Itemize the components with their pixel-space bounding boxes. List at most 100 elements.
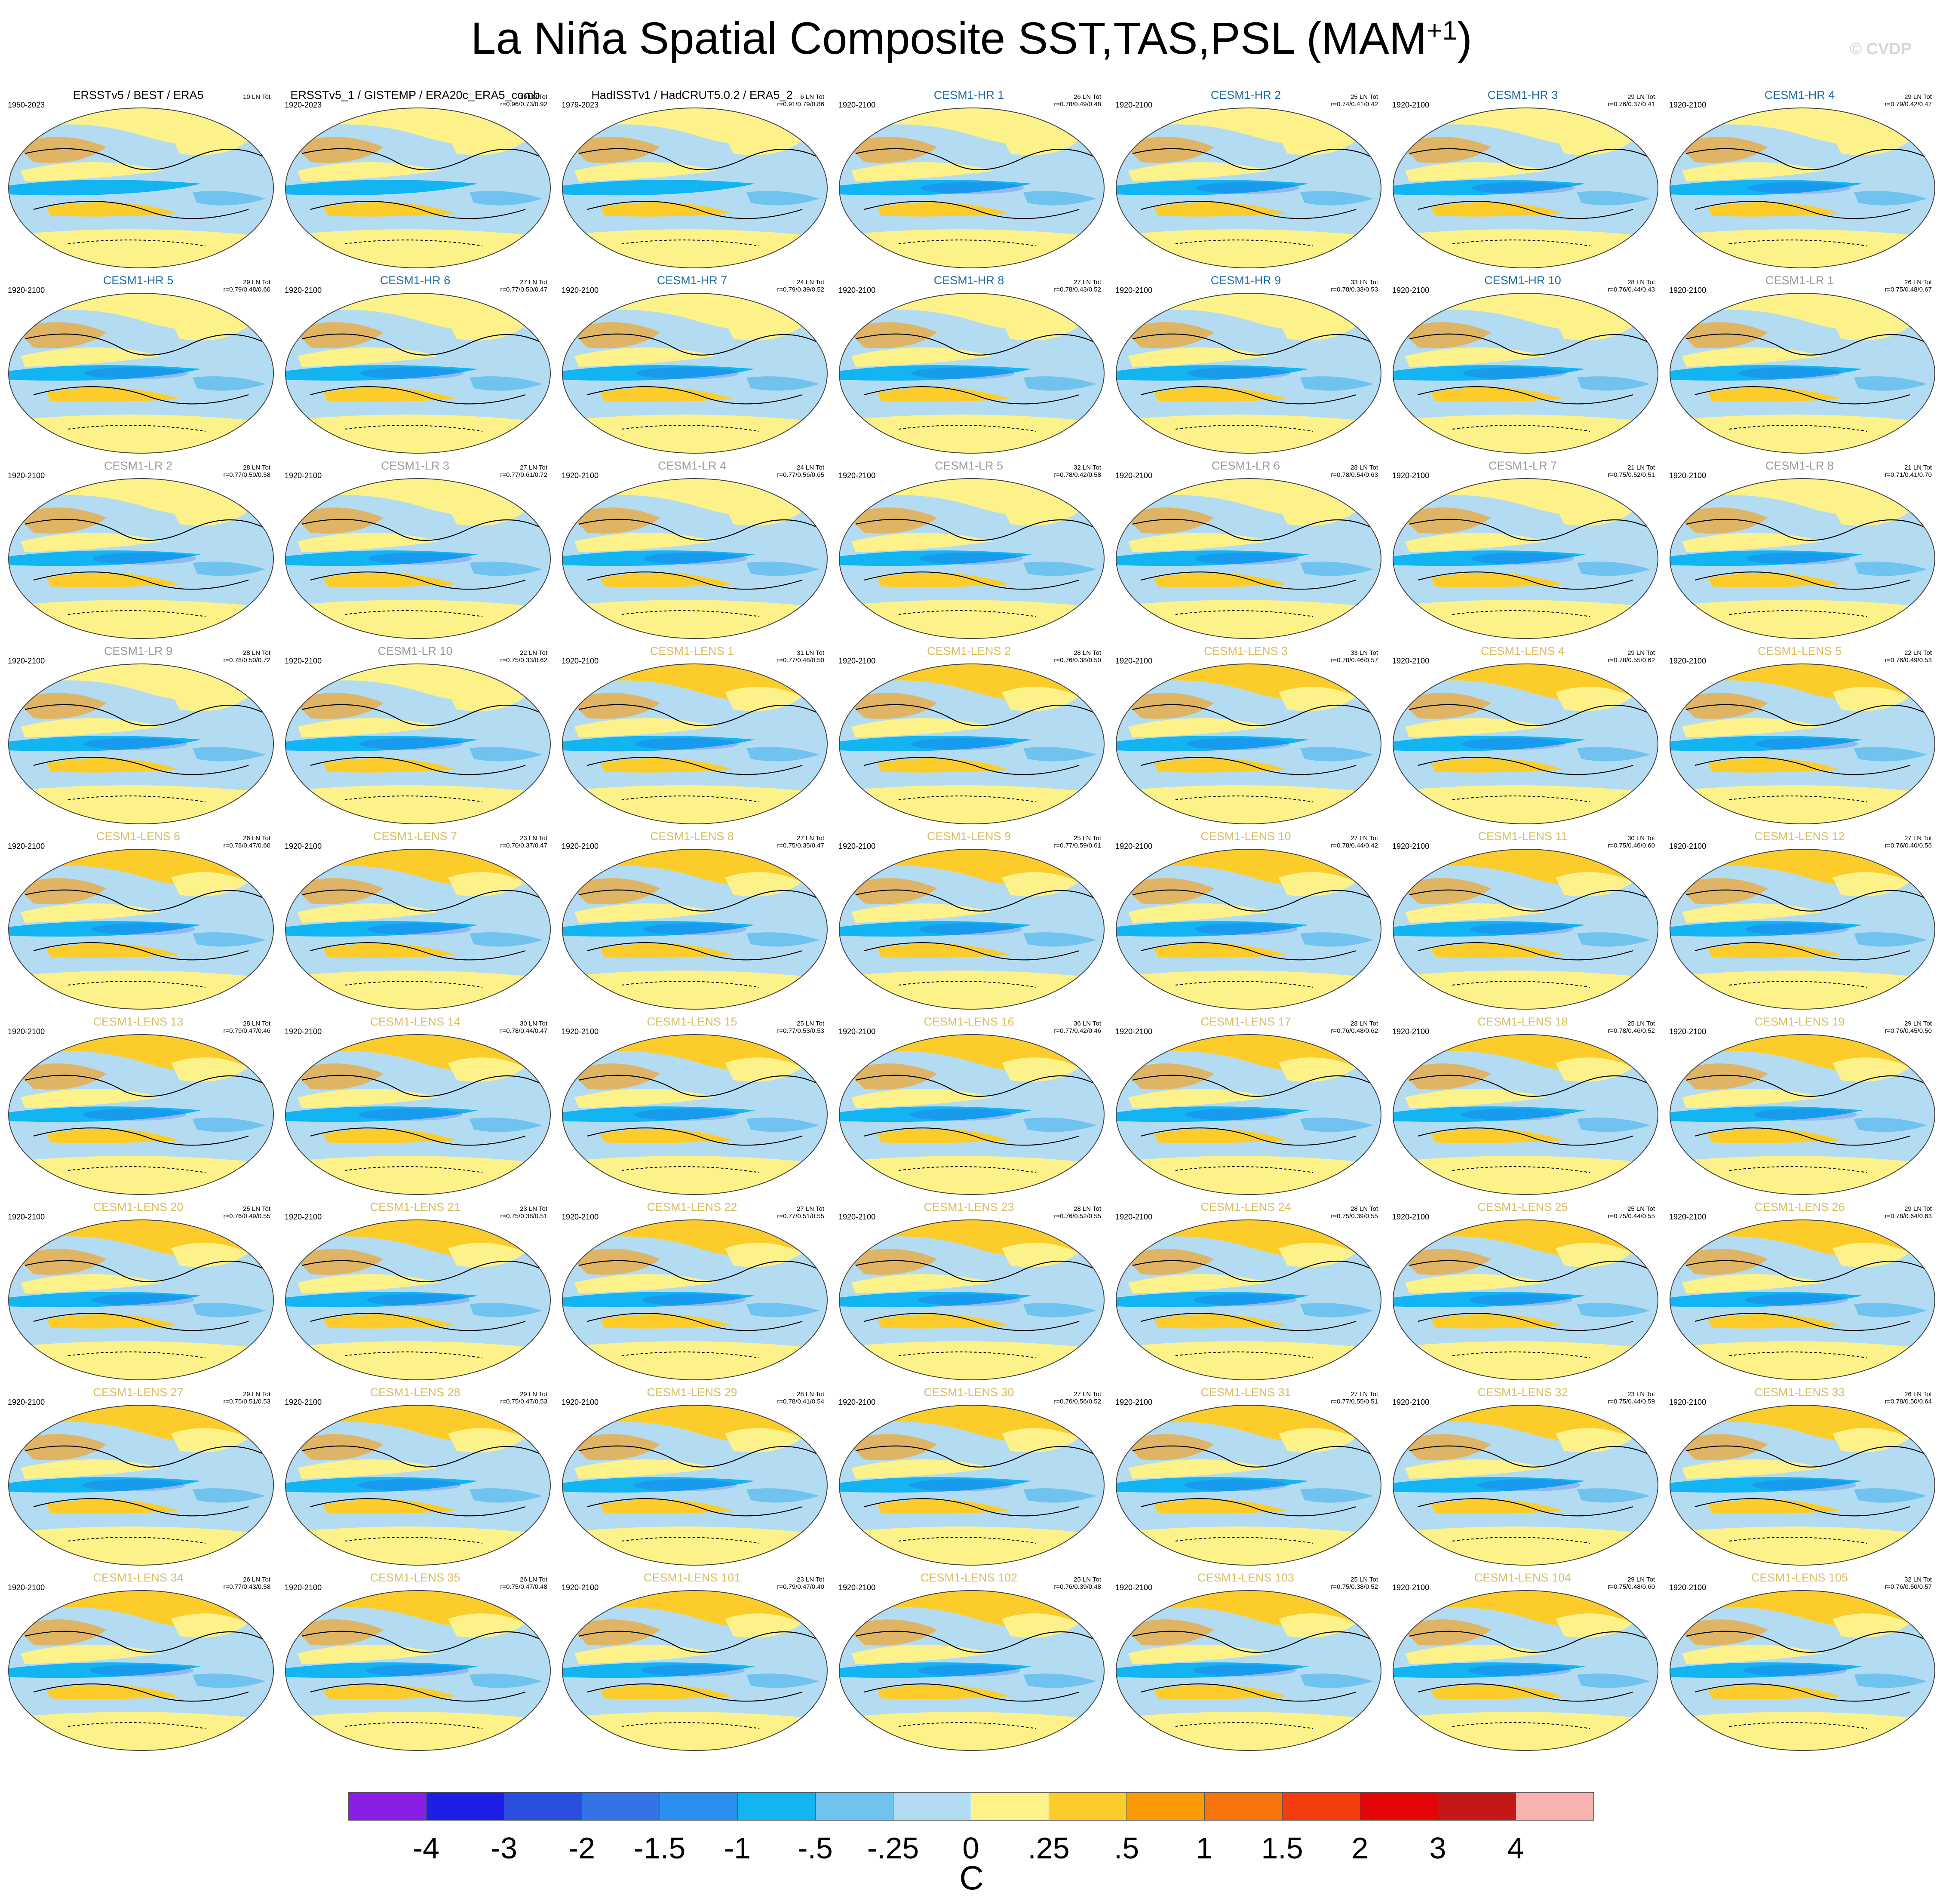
panel-event-count: 25 LN Tot xyxy=(1351,1576,1378,1583)
panel-years: 1920-2100 xyxy=(285,1583,322,1592)
north-pacific-horseshoe xyxy=(1405,533,1547,552)
panel-title: CESM1-LR 10 xyxy=(378,645,453,657)
map-panel: CESM1-LENS 16 1920-2100 36 LN Tot r=0.77/0.… xyxy=(831,1015,1107,1200)
psl-contour-negative xyxy=(1452,795,1590,802)
composite-map xyxy=(1670,1405,1935,1566)
map-outline xyxy=(8,849,274,1010)
composite-map xyxy=(1116,107,1381,268)
map-outline xyxy=(562,663,828,824)
psl-contour xyxy=(1686,1260,1928,1282)
south-pacific-warm-band xyxy=(1708,1129,1841,1143)
psl-contour xyxy=(578,1260,820,1282)
cold-core xyxy=(358,1479,461,1491)
equatorial-cold-tongue xyxy=(1116,1292,1309,1308)
psl-contour xyxy=(1132,889,1374,912)
south-pacific-warm-band xyxy=(323,1685,457,1699)
map-outline xyxy=(285,293,551,454)
north-america-anomaly xyxy=(1124,693,1214,719)
panel-title: ERSSTv5 / BEST / ERA5 xyxy=(73,89,204,101)
cold-core xyxy=(918,1294,1021,1306)
southern-ocean-anomaly xyxy=(1116,229,1381,268)
panel-years: 1920-2100 xyxy=(1669,1027,1707,1036)
panel-pattern-correlation: r=0.76/0.37/0.41 xyxy=(1608,101,1655,108)
panel-stats: 30 LN Tot r=0.75/0.46/0.60 xyxy=(1608,835,1655,849)
map-outline xyxy=(562,849,828,1010)
indian-ocean-anomaly xyxy=(1300,747,1373,762)
panel-years: 1920-2100 xyxy=(838,101,876,109)
panel-years: 1920-2100 xyxy=(8,842,45,851)
panel-stats: 27 LN Tot r=0.77/0.50/0.47 xyxy=(500,279,547,293)
psl-contour-negative xyxy=(1175,1351,1314,1358)
equatorial-cold-tongue xyxy=(562,921,755,937)
north-america-anomaly xyxy=(1678,322,1768,348)
indian-ocean-anomaly xyxy=(1023,1303,1096,1317)
indian-ocean-anomaly xyxy=(470,747,543,762)
map-panel: CESM1-HR 2 1920-2100 25 LN Tot r=0.74/0.41/… xyxy=(1108,88,1384,273)
southern-ocean-anomaly xyxy=(9,1712,273,1750)
panel-years: 1920-2100 xyxy=(1115,1398,1153,1407)
north-pacific-horseshoe xyxy=(21,1089,163,1108)
composite-map xyxy=(1670,1590,1935,1751)
panel-years: 1920-2100 xyxy=(1115,286,1153,295)
cold-core xyxy=(93,553,196,565)
equatorial-cold-tongue xyxy=(9,180,201,196)
cold-core xyxy=(917,1664,1020,1677)
psl-contour xyxy=(1694,1498,1910,1517)
equatorial-cold-tongue xyxy=(562,1662,755,1678)
panel-event-count: 26 LN Tot xyxy=(1074,93,1101,101)
panel-pattern-correlation: r=0.77/0.55/0.51 xyxy=(1331,1398,1378,1405)
map-outline xyxy=(1670,849,1935,1010)
southern-ocean-anomaly xyxy=(285,1526,550,1565)
panel-years: 1920-2100 xyxy=(562,471,599,480)
panel-event-count: 27 LN Tot xyxy=(1904,835,1932,842)
equatorial-cold-tongue xyxy=(1670,921,1863,937)
panel-stats: 27 LN Tot r=0.77/0.55/0.51 xyxy=(1331,1391,1378,1405)
composite-map xyxy=(8,1034,274,1195)
southern-ocean-anomaly xyxy=(285,1712,550,1750)
indian-ocean-anomaly xyxy=(470,1118,543,1132)
composite-map xyxy=(839,663,1105,824)
panel-pattern-correlation: r=0.78/0.44/0.47 xyxy=(500,1027,547,1035)
panel-years: 1920-2100 xyxy=(1115,101,1153,109)
psl-contour xyxy=(1694,757,1910,775)
southern-ocean-anomaly xyxy=(1116,1156,1381,1195)
indian-ocean-anomaly xyxy=(1854,562,1927,576)
colorbar-swatch xyxy=(971,1792,1049,1821)
north-pacific-horseshoe xyxy=(574,347,716,367)
panel-title: CESM1-LR 1 xyxy=(1765,274,1834,287)
composite-map xyxy=(562,293,828,454)
colorbar-tick-label: .25 xyxy=(1028,1831,1070,1865)
panel-pattern-correlation: r=0.78/0.46/0.57 xyxy=(1331,657,1378,664)
composite-map xyxy=(839,1219,1105,1380)
composite-map xyxy=(285,849,551,1010)
north-america-anomaly xyxy=(570,1434,660,1460)
map-panel: CESM1-LENS 33 1920-2100 26 LN Tot r=0.78/0.… xyxy=(1661,1385,1938,1570)
cold-core xyxy=(1193,1664,1296,1677)
south-pacific-warm-band xyxy=(1154,758,1287,773)
map-panel: CESM1-LENS 32 1920-2100 23 LN Tot r=0.75/0.… xyxy=(1384,1385,1661,1570)
psl-contour-negative xyxy=(344,795,483,802)
composite-map xyxy=(1670,1034,1935,1195)
southern-ocean-anomaly xyxy=(562,1341,827,1380)
map-panel: CESM1-HR 7 1920-2100 24 LN Tot r=0.79/0.39/… xyxy=(554,273,830,458)
psl-contour xyxy=(33,1127,249,1146)
equatorial-cold-tongue xyxy=(1670,1477,1863,1493)
map-panel: CESM1-LENS 7 1920-2100 23 LN Tot r=0.70/0.3… xyxy=(277,829,553,1014)
composite-map xyxy=(562,478,828,639)
map-outline xyxy=(562,478,828,639)
composite-map xyxy=(1393,1034,1658,1195)
south-pacific-warm-band xyxy=(1431,943,1564,958)
southern-ocean-anomaly xyxy=(839,970,1104,1009)
north-pacific-horseshoe xyxy=(851,1645,993,1664)
south-pacific-warm-band xyxy=(877,1499,1010,1514)
map-panel: CESM1-LENS 30 1920-2100 27 LN Tot r=0.76/0.… xyxy=(831,1385,1107,1570)
map-panel: CESM1-HR 6 1920-2100 27 LN Tot r=0.77/0.50/… xyxy=(277,273,553,458)
map-outline xyxy=(839,663,1105,824)
map-panel: CESM1-LENS 15 1920-2100 25 LN Tot r=0.77/0.… xyxy=(554,1015,830,1200)
equatorial-cold-tongue xyxy=(285,921,478,937)
map-outline xyxy=(1670,1405,1935,1566)
southern-ocean-anomaly xyxy=(839,415,1104,453)
psl-contour xyxy=(864,1313,1080,1331)
panel-event-count: 21 LN Tot xyxy=(1904,464,1932,471)
map-panel: CESM1-LR 1 1920-2100 26 LN Tot r=0.75/0.48/… xyxy=(1661,273,1938,458)
